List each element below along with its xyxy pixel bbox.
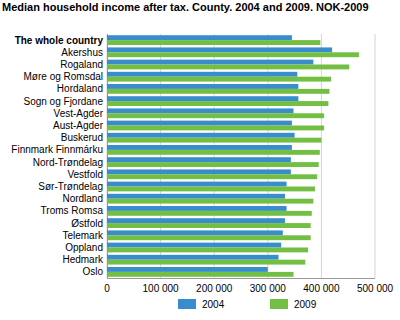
bar bbox=[107, 206, 287, 211]
category-label: Telemark bbox=[62, 230, 104, 241]
legend-label: 2009 bbox=[294, 299, 317, 310]
bars bbox=[107, 35, 359, 277]
bar bbox=[107, 72, 297, 77]
tick-label: 0 bbox=[104, 283, 110, 294]
category-label: Aust-Agder bbox=[53, 120, 104, 131]
bar bbox=[107, 138, 321, 143]
bar bbox=[107, 150, 320, 155]
x-axis bbox=[107, 278, 375, 279]
legend-swatch bbox=[270, 299, 288, 309]
grid-line bbox=[160, 34, 161, 278]
category-label: Buskerud bbox=[61, 132, 103, 143]
category-label: Østfold bbox=[71, 218, 103, 229]
bar bbox=[107, 260, 305, 265]
y-axis bbox=[107, 34, 108, 278]
bar bbox=[107, 223, 311, 228]
tick-label: 100 000 bbox=[143, 283, 180, 294]
tick-label: 400 000 bbox=[303, 283, 340, 294]
grid-line bbox=[321, 34, 322, 278]
bar bbox=[107, 145, 292, 150]
category-label: Finnmark Finnmárku bbox=[11, 144, 103, 155]
bar bbox=[107, 89, 329, 94]
category-label: Oslo bbox=[82, 266, 103, 277]
title: Median household income after tax. Count… bbox=[2, 1, 387, 14]
category-label: Nordland bbox=[62, 193, 103, 204]
category-label: Vest-Agder bbox=[54, 108, 104, 119]
legend-swatch bbox=[178, 299, 196, 309]
bar bbox=[107, 84, 298, 89]
bar bbox=[107, 133, 295, 138]
grid-line bbox=[267, 34, 268, 278]
bar bbox=[107, 243, 281, 248]
bar bbox=[107, 218, 285, 223]
chart: 0 100 000 200 000 300 000 400 000 500 000 The … bbox=[0, 0, 400, 320]
bar bbox=[107, 235, 311, 240]
tick-label: 300 000 bbox=[250, 283, 287, 294]
bar bbox=[107, 248, 308, 253]
bar bbox=[107, 113, 324, 118]
category-label: Hedmark bbox=[62, 254, 104, 265]
category-label: Akershus bbox=[61, 47, 103, 58]
bar bbox=[107, 187, 315, 192]
bar bbox=[107, 35, 292, 40]
grid-line bbox=[375, 34, 376, 278]
bar bbox=[107, 255, 279, 260]
bar bbox=[107, 194, 285, 199]
bar bbox=[107, 267, 268, 272]
category-label: The whole country bbox=[15, 35, 104, 46]
category-label: Nord-Trøndelag bbox=[33, 157, 103, 168]
bar bbox=[107, 211, 312, 216]
bar bbox=[107, 60, 313, 65]
bar bbox=[107, 121, 292, 126]
bar bbox=[107, 157, 291, 162]
bar bbox=[107, 182, 287, 187]
grid-line bbox=[214, 34, 215, 278]
category-label: Vestfold bbox=[67, 169, 103, 180]
bar bbox=[107, 126, 324, 131]
tick-label: 500 000 bbox=[357, 283, 394, 294]
bar bbox=[107, 108, 294, 113]
bar bbox=[107, 65, 349, 70]
category-label: Oppland bbox=[65, 242, 103, 253]
legend-label: 2004 bbox=[202, 299, 225, 310]
category-label: Møre og Romsdal bbox=[24, 71, 103, 82]
bar bbox=[107, 272, 294, 277]
bar bbox=[107, 174, 317, 179]
bar bbox=[107, 47, 332, 52]
bar bbox=[107, 96, 298, 101]
category-label: Hordaland bbox=[57, 83, 103, 94]
category-label: Rogaland bbox=[60, 59, 103, 70]
bar bbox=[107, 230, 283, 235]
category-label: Sogn og Fjordane bbox=[23, 96, 103, 107]
grid-line bbox=[107, 34, 108, 278]
bar bbox=[107, 169, 291, 174]
category-label: Sør-Trøndelag bbox=[38, 181, 103, 192]
bar bbox=[107, 199, 313, 204]
bar bbox=[107, 77, 331, 82]
bar bbox=[107, 101, 328, 106]
category-label: Troms Romsa bbox=[41, 205, 104, 216]
tick-label: 200 000 bbox=[196, 283, 233, 294]
bar bbox=[107, 162, 319, 167]
bar bbox=[107, 52, 359, 57]
bar bbox=[107, 40, 320, 45]
